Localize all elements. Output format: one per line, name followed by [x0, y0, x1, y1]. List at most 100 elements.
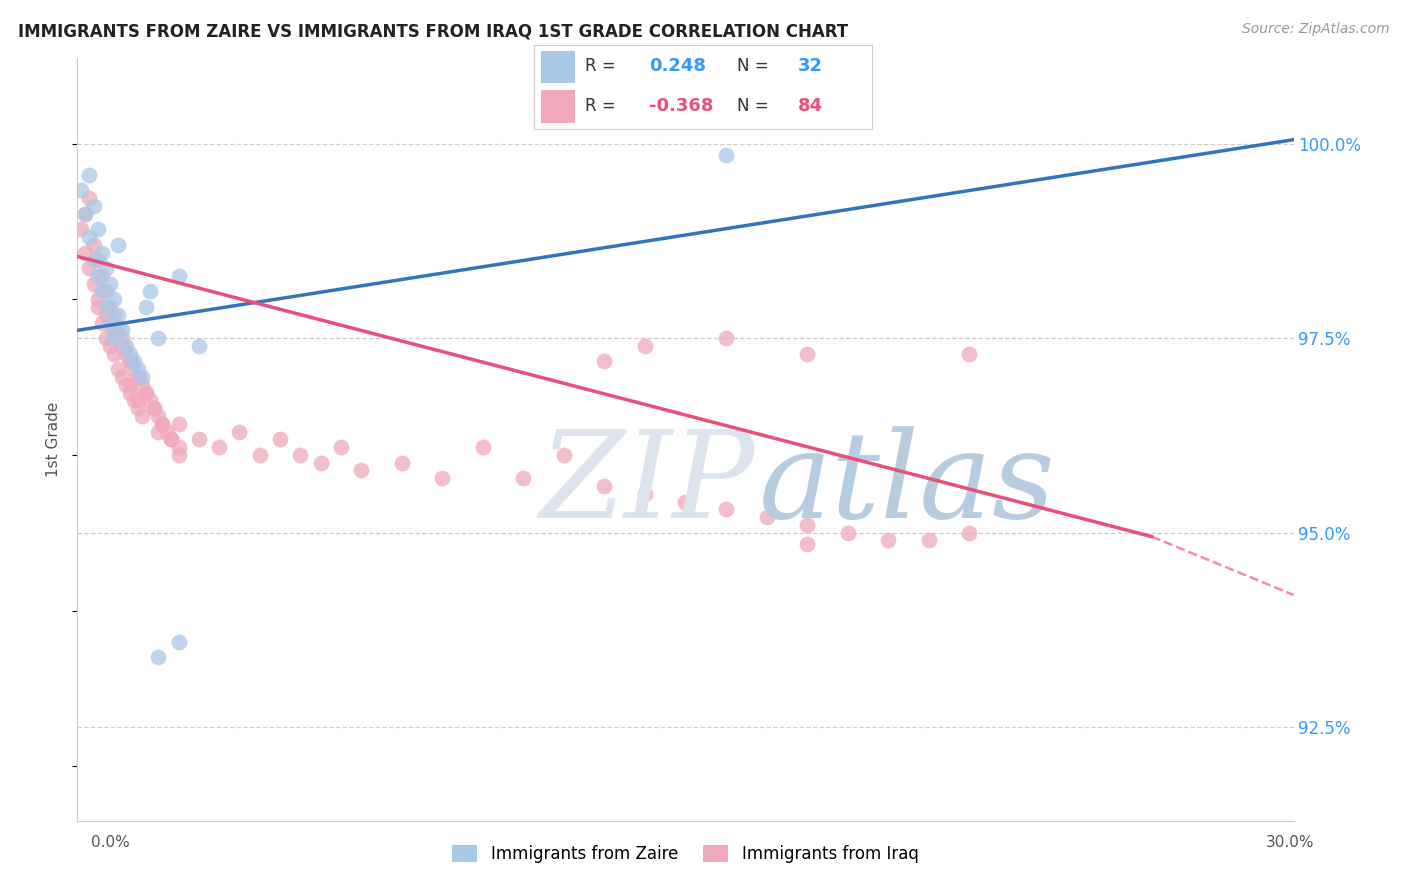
- Y-axis label: 1st Grade: 1st Grade: [46, 401, 62, 477]
- Point: [94, 331, 117, 345]
- Point: [111, 339, 134, 353]
- Point: [75, 245, 97, 260]
- Point: [155, 425, 177, 439]
- Point: [98, 300, 121, 314]
- Point: [471, 440, 494, 454]
- Point: [79, 168, 101, 182]
- Text: Source: ZipAtlas.com: Source: ZipAtlas.com: [1241, 22, 1389, 37]
- Point: [135, 300, 157, 314]
- Point: [127, 370, 149, 384]
- Point: [122, 362, 145, 376]
- Point: [957, 525, 980, 540]
- Point: [111, 331, 134, 345]
- Text: atlas: atlas: [758, 426, 1054, 544]
- Bar: [541, 51, 575, 83]
- Point: [115, 347, 138, 361]
- Point: [143, 401, 166, 416]
- Point: [228, 425, 250, 439]
- Point: [122, 393, 145, 408]
- Point: [94, 308, 117, 322]
- Point: [148, 650, 170, 665]
- Point: [309, 456, 332, 470]
- Point: [269, 432, 291, 446]
- Point: [118, 354, 141, 368]
- Point: [107, 237, 129, 252]
- Point: [188, 432, 211, 446]
- Point: [593, 354, 616, 368]
- Point: [139, 393, 162, 408]
- Point: [159, 432, 181, 446]
- Point: [634, 339, 657, 353]
- Point: [118, 385, 141, 400]
- Text: 0.248: 0.248: [650, 57, 706, 75]
- Point: [75, 206, 97, 220]
- Point: [391, 456, 413, 470]
- Point: [135, 385, 157, 400]
- Point: [634, 487, 657, 501]
- Point: [75, 206, 97, 220]
- Text: R =: R =: [585, 96, 616, 114]
- Point: [714, 502, 737, 516]
- Point: [107, 323, 129, 337]
- Point: [796, 347, 818, 361]
- Point: [329, 440, 352, 454]
- Point: [107, 308, 129, 322]
- Point: [83, 237, 105, 252]
- Point: [98, 316, 121, 330]
- Point: [148, 331, 170, 345]
- Point: [94, 261, 117, 276]
- Point: [208, 440, 231, 454]
- Text: -0.368: -0.368: [650, 96, 713, 114]
- Point: [90, 268, 112, 283]
- Point: [83, 277, 105, 291]
- Point: [86, 300, 108, 314]
- Point: [127, 362, 149, 376]
- Text: 0.0%: 0.0%: [91, 836, 131, 850]
- Point: [167, 448, 190, 462]
- Point: [127, 393, 149, 408]
- Point: [512, 471, 534, 485]
- Point: [918, 533, 941, 548]
- Point: [86, 268, 108, 283]
- Point: [714, 148, 737, 162]
- Point: [553, 448, 575, 462]
- Point: [167, 417, 190, 431]
- Point: [159, 432, 181, 446]
- Text: N =: N =: [737, 96, 768, 114]
- Point: [90, 285, 112, 299]
- Point: [103, 292, 125, 306]
- Point: [837, 525, 859, 540]
- Point: [593, 479, 616, 493]
- Point: [98, 277, 121, 291]
- Text: 32: 32: [797, 57, 823, 75]
- Point: [118, 377, 141, 392]
- Point: [70, 222, 93, 236]
- Point: [350, 463, 373, 477]
- Point: [79, 191, 101, 205]
- Point: [957, 347, 980, 361]
- Bar: [541, 90, 575, 122]
- Point: [107, 362, 129, 376]
- Point: [79, 261, 101, 276]
- Point: [714, 331, 737, 345]
- Point: [98, 339, 121, 353]
- Point: [103, 323, 125, 337]
- Point: [143, 401, 166, 416]
- Point: [148, 425, 170, 439]
- Point: [796, 517, 818, 532]
- Point: [111, 370, 134, 384]
- Legend: Immigrants from Zaire, Immigrants from Iraq: Immigrants from Zaire, Immigrants from I…: [446, 838, 925, 870]
- Point: [131, 377, 153, 392]
- Point: [103, 347, 125, 361]
- Point: [83, 199, 105, 213]
- Point: [94, 285, 117, 299]
- Text: 30.0%: 30.0%: [1267, 836, 1315, 850]
- Point: [118, 354, 141, 368]
- Point: [94, 300, 117, 314]
- Point: [122, 354, 145, 368]
- Point: [86, 292, 108, 306]
- Point: [127, 401, 149, 416]
- Point: [152, 417, 174, 431]
- Point: [111, 323, 134, 337]
- Point: [115, 339, 138, 353]
